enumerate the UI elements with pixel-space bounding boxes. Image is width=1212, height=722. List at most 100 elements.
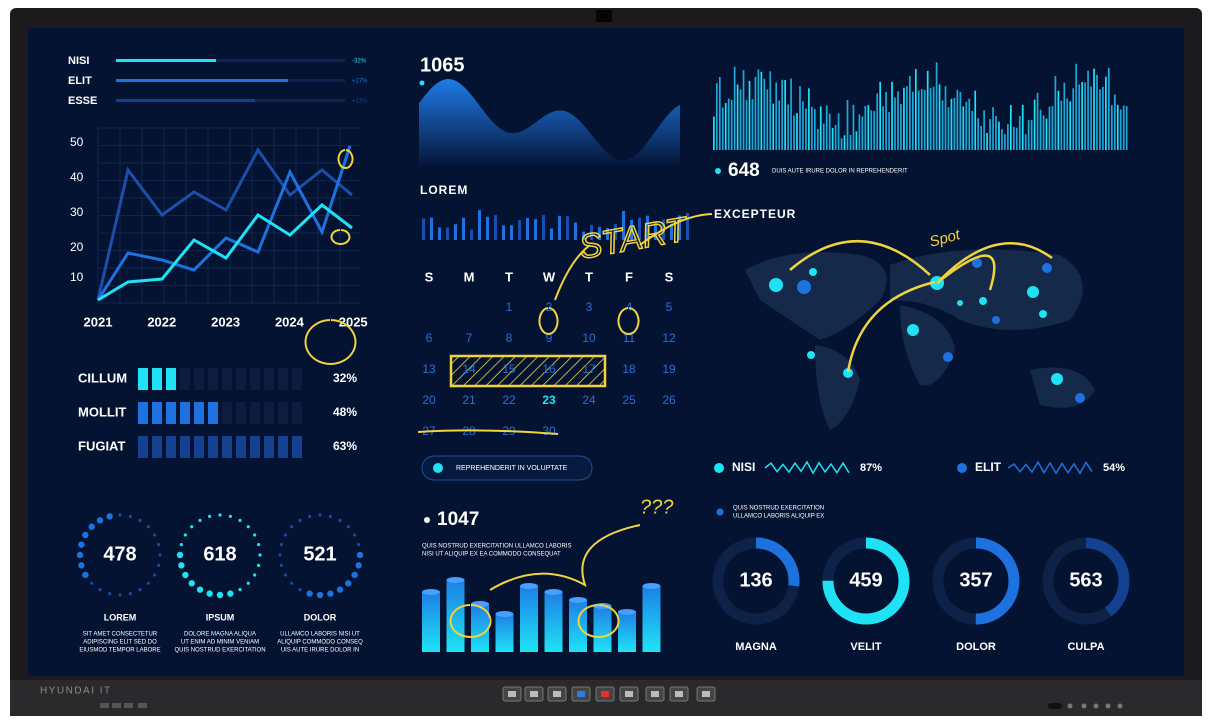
spark-bar bbox=[438, 227, 441, 240]
gauge-dot bbox=[146, 525, 150, 529]
legend-value: 54% bbox=[1103, 462, 1125, 474]
hist-bar bbox=[721, 107, 724, 150]
level-block bbox=[222, 368, 232, 390]
hist-bar bbox=[992, 107, 994, 150]
hist-bar bbox=[1108, 67, 1110, 150]
progress-label: ESSE bbox=[68, 95, 97, 107]
spark-bar bbox=[638, 217, 641, 240]
hist-bar bbox=[971, 110, 974, 150]
cylinder bbox=[495, 614, 514, 652]
hist-bar bbox=[796, 113, 798, 150]
hist-bar bbox=[920, 89, 923, 150]
hist-bar bbox=[998, 121, 1000, 150]
map-arc bbox=[789, 240, 931, 276]
date: 7 bbox=[466, 331, 473, 345]
hist-bar bbox=[822, 123, 825, 150]
hist-bar bbox=[713, 116, 715, 150]
hist-bar bbox=[781, 79, 784, 150]
x-tick-label: 2022 bbox=[147, 314, 176, 329]
hist-bar bbox=[772, 103, 775, 150]
hist-bar bbox=[995, 115, 997, 150]
level-block bbox=[222, 402, 232, 424]
level-block bbox=[264, 368, 274, 390]
progress-change: -32% bbox=[352, 59, 367, 65]
hist-bar bbox=[941, 100, 944, 150]
gauge-dot bbox=[176, 551, 184, 559]
gauge-dot bbox=[153, 573, 157, 577]
cylinder bbox=[520, 586, 538, 652]
hist-bar bbox=[906, 86, 908, 150]
toolbar-icon bbox=[577, 691, 585, 697]
date: 18 bbox=[622, 362, 636, 376]
toolbar-icon bbox=[651, 691, 659, 697]
map-dot bbox=[943, 352, 953, 362]
hist-text: DUIS AUTE IRURE DOLOR IN REPREHENDERIT bbox=[772, 169, 908, 175]
date: 21 bbox=[462, 393, 476, 407]
hist-bar bbox=[1075, 63, 1078, 150]
gauge-dot bbox=[182, 571, 189, 579]
spark-bar bbox=[422, 218, 425, 240]
legend-label: ELIT bbox=[975, 460, 1002, 474]
map-dot bbox=[769, 278, 783, 292]
y-tick-label: 50 bbox=[70, 135, 84, 149]
gauge-dot bbox=[82, 531, 89, 539]
cylinder-top bbox=[544, 589, 563, 595]
spark-bar bbox=[470, 229, 473, 240]
progress-fill bbox=[116, 59, 216, 62]
gauge-dot bbox=[158, 553, 162, 557]
hist-bar bbox=[1125, 106, 1128, 150]
hist-bar bbox=[1051, 106, 1054, 150]
level-label: CILLUM bbox=[78, 370, 127, 385]
hist-bar bbox=[1119, 109, 1122, 150]
map-dot bbox=[992, 316, 1000, 324]
gauge-text: ULLAMCO LABORIS NISI UT bbox=[280, 632, 360, 638]
date: 1 bbox=[506, 300, 513, 314]
hist-bar bbox=[1099, 89, 1101, 150]
hist-bar bbox=[983, 110, 985, 150]
cylinder bbox=[593, 606, 612, 652]
map-arc bbox=[936, 254, 996, 291]
hist-bar bbox=[1090, 86, 1092, 150]
sparkline-label: LOREM bbox=[420, 183, 468, 197]
cylinder bbox=[446, 580, 465, 652]
gauge-dot bbox=[179, 543, 183, 547]
hist-bar bbox=[944, 86, 947, 150]
hist-bar bbox=[956, 89, 959, 150]
bars-value: 1047 bbox=[437, 509, 479, 530]
hist-bar bbox=[828, 113, 831, 150]
hist-bar bbox=[718, 76, 721, 150]
spark-bar bbox=[614, 223, 617, 240]
gauge-dot bbox=[356, 551, 364, 559]
gauge-dot bbox=[290, 525, 294, 529]
level-block bbox=[208, 402, 218, 424]
cylinder-top bbox=[569, 597, 587, 603]
hist-bar bbox=[1084, 82, 1086, 150]
button[interactable] bbox=[421, 455, 593, 481]
hist-bar bbox=[1001, 129, 1003, 150]
control bbox=[1105, 703, 1111, 709]
spark-bar bbox=[646, 215, 649, 240]
weekday: S bbox=[665, 269, 674, 284]
gauge-dot bbox=[328, 514, 332, 518]
weekday: M bbox=[464, 269, 475, 284]
map-dot bbox=[1039, 310, 1047, 318]
gauge-dot bbox=[78, 562, 85, 569]
level-block bbox=[166, 402, 176, 424]
hist-bar bbox=[1030, 119, 1033, 150]
date: 13 bbox=[422, 362, 436, 376]
gauge-dot bbox=[308, 514, 312, 518]
wave-area bbox=[419, 79, 680, 165]
hist-bar bbox=[760, 71, 763, 150]
map-note: ULLAMCO LABORIS ALIQUIP EX bbox=[733, 514, 824, 520]
hist-bar bbox=[852, 104, 855, 150]
gauge-dot bbox=[88, 523, 95, 530]
hist-bar bbox=[888, 112, 890, 150]
map-note: QUIS NOSTRUD EXERCITATION bbox=[733, 506, 824, 512]
gauge-dot bbox=[253, 533, 257, 537]
spark-bar bbox=[502, 225, 505, 240]
level-block bbox=[264, 436, 274, 458]
level-block bbox=[278, 436, 288, 458]
hist-bar bbox=[900, 103, 902, 150]
hist-bar bbox=[1007, 124, 1009, 150]
